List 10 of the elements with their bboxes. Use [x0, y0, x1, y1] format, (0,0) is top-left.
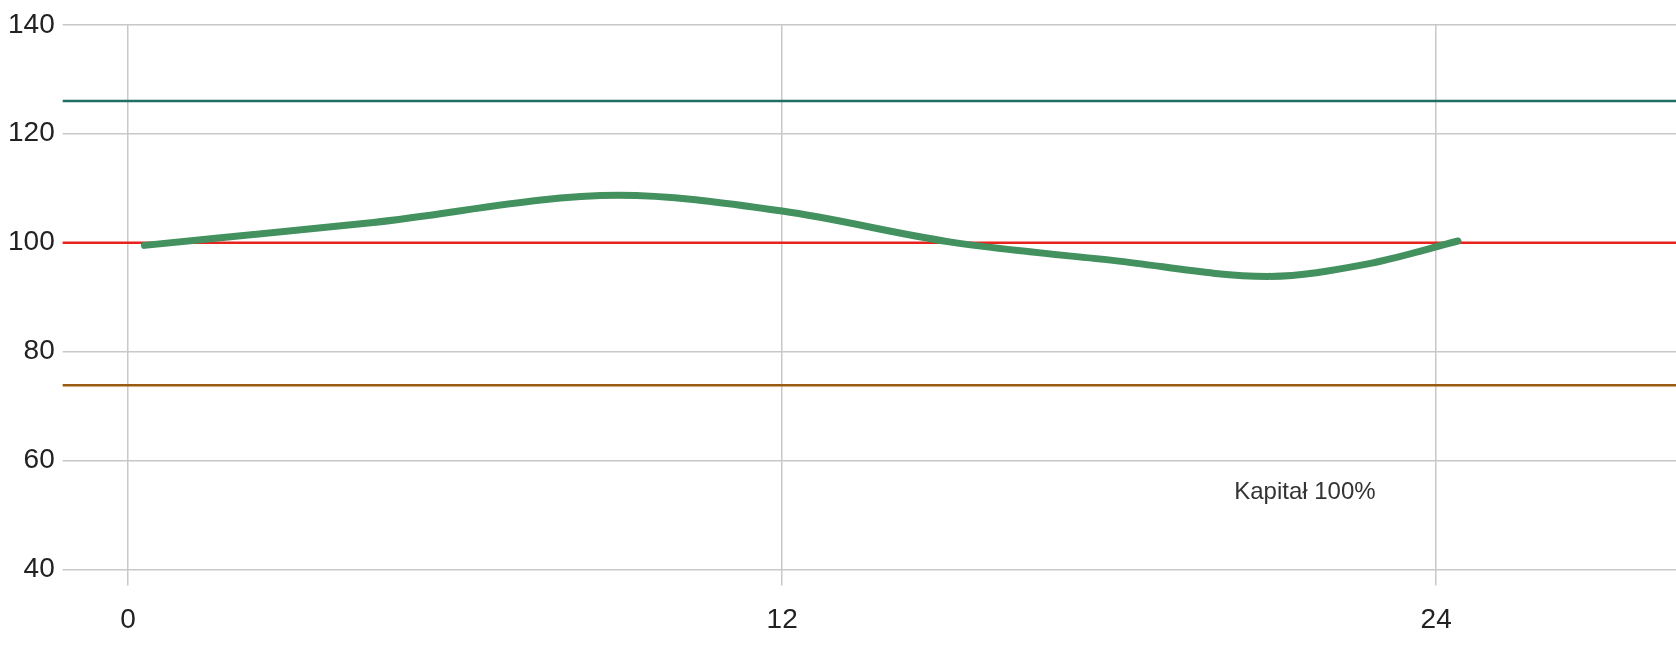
x-tick-label: 12	[766, 602, 798, 634]
y-tick-label: 80	[23, 334, 55, 366]
y-tick-label: 40	[23, 552, 55, 584]
x-tick-label: 24	[1420, 602, 1452, 634]
annotation: Kapitał 100%	[1234, 476, 1376, 504]
y-tick-label: 140	[8, 7, 55, 39]
y-tick-label: 120	[8, 116, 55, 148]
x-tick-label: 0	[120, 602, 136, 634]
y-tick-label: 100	[8, 225, 55, 257]
y-tick-label: 60	[23, 443, 55, 475]
